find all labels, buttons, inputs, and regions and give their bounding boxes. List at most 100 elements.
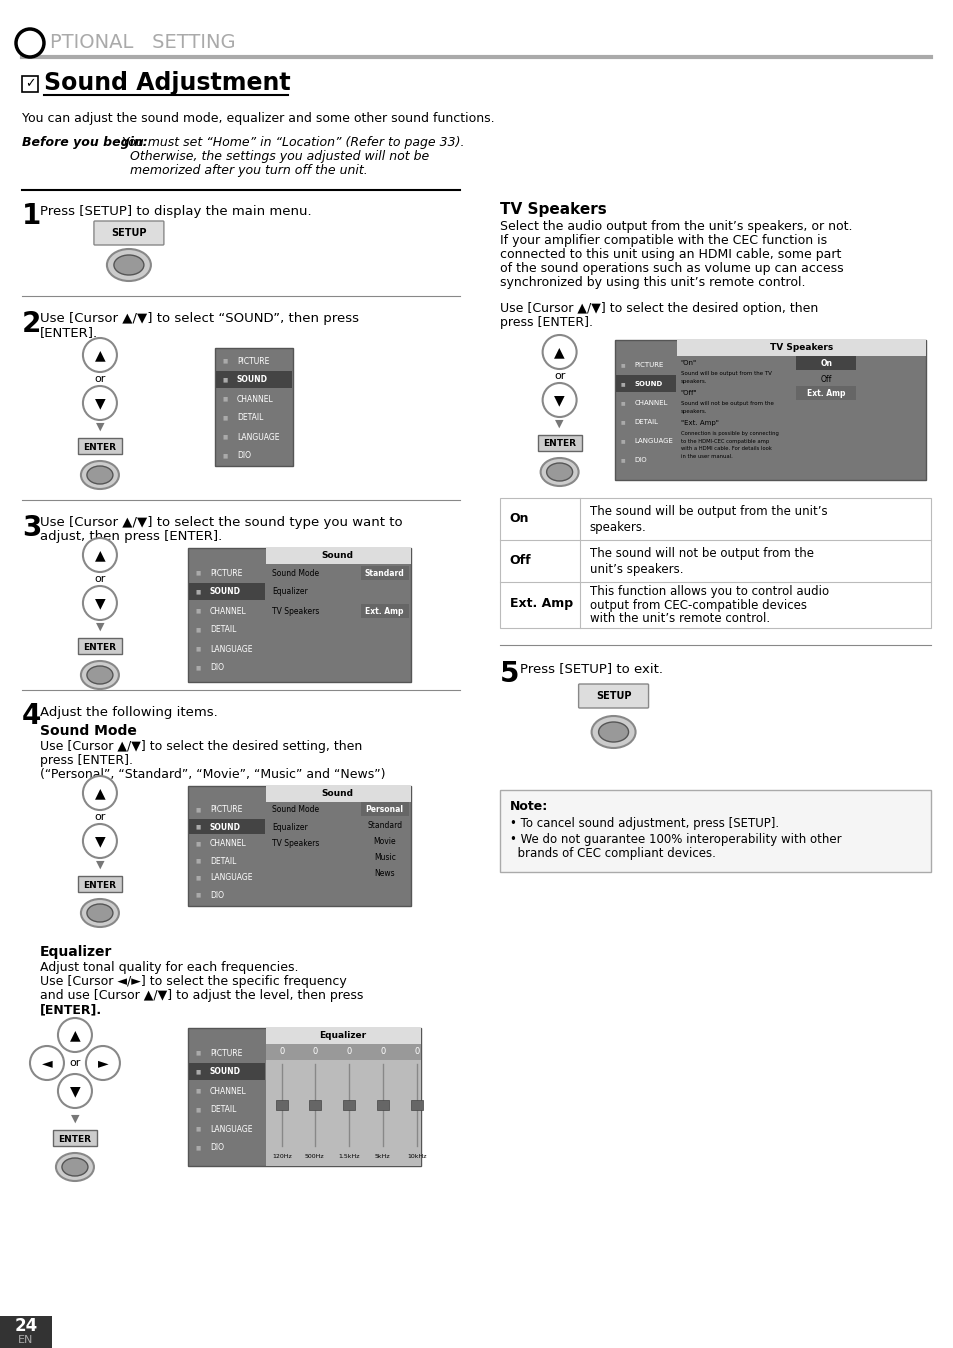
FancyBboxPatch shape (266, 1029, 420, 1043)
Text: SOUND: SOUND (210, 588, 240, 597)
Text: or: or (94, 811, 106, 822)
Text: of the sound operations such as volume up can access: of the sound operations such as volume u… (499, 262, 842, 275)
Text: SOUND: SOUND (210, 822, 240, 832)
Ellipse shape (113, 255, 144, 275)
FancyBboxPatch shape (360, 802, 408, 816)
FancyBboxPatch shape (78, 638, 122, 654)
FancyBboxPatch shape (499, 497, 930, 628)
Text: Press [SETUP] to display the main menu.: Press [SETUP] to display the main menu. (40, 205, 312, 218)
Text: and use [Cursor ▲/▼] to adjust the level, then press: and use [Cursor ▲/▼] to adjust the level… (40, 989, 363, 1002)
Text: Note:: Note: (509, 799, 547, 813)
Text: 0: 0 (312, 1047, 317, 1057)
Text: 1.5kHz: 1.5kHz (337, 1154, 359, 1158)
Text: Ext. Amp: Ext. Amp (806, 388, 844, 398)
FancyBboxPatch shape (189, 1064, 265, 1080)
Text: DIO: DIO (210, 1143, 224, 1153)
Text: Use [Cursor ▲/▼] to select the desired setting, then: Use [Cursor ▲/▼] to select the desired s… (40, 740, 362, 754)
Circle shape (83, 538, 117, 572)
Text: ▼: ▼ (94, 396, 105, 410)
Text: speakers.: speakers. (589, 522, 646, 535)
Text: Standard: Standard (367, 821, 402, 829)
Text: SOUND: SOUND (236, 376, 268, 384)
Ellipse shape (81, 461, 119, 489)
FancyBboxPatch shape (676, 340, 925, 356)
Text: 1: 1 (22, 202, 41, 231)
FancyBboxPatch shape (214, 348, 293, 466)
Text: PICTURE: PICTURE (210, 569, 242, 577)
FancyBboxPatch shape (266, 1043, 420, 1166)
Text: ▲: ▲ (94, 786, 105, 799)
Text: ■: ■ (195, 841, 200, 847)
Text: DETAIL: DETAIL (236, 414, 263, 422)
Text: PTIONAL   SETTING: PTIONAL SETTING (50, 34, 235, 53)
Text: Adjust the following items.: Adjust the following items. (40, 706, 217, 718)
Text: ▼: ▼ (95, 860, 104, 869)
Text: ENTER: ENTER (83, 880, 116, 890)
Text: Before you begin:: Before you begin: (22, 136, 148, 150)
Text: DETAIL: DETAIL (210, 625, 236, 635)
FancyBboxPatch shape (215, 371, 292, 388)
FancyBboxPatch shape (189, 582, 265, 600)
Text: PICTURE: PICTURE (236, 356, 269, 365)
Text: ■: ■ (619, 457, 624, 462)
Text: Off: Off (509, 554, 531, 568)
Text: The sound will not be output from the: The sound will not be output from the (589, 547, 813, 561)
FancyBboxPatch shape (266, 786, 411, 802)
FancyBboxPatch shape (376, 1100, 388, 1109)
Text: PICTURE: PICTURE (634, 363, 663, 368)
Text: TV Speakers: TV Speakers (272, 607, 319, 616)
Text: Use [Cursor ▲/▼] to select “SOUND”, then press: Use [Cursor ▲/▼] to select “SOUND”, then… (40, 311, 358, 325)
Text: Use [Cursor ▲/▼] to select the desired option, then: Use [Cursor ▲/▼] to select the desired o… (499, 302, 817, 315)
Text: 10kHz: 10kHz (407, 1154, 426, 1158)
Text: 24: 24 (14, 1317, 37, 1335)
Text: unit’s speakers.: unit’s speakers. (589, 563, 682, 577)
FancyBboxPatch shape (275, 1100, 288, 1109)
Text: or: or (554, 371, 565, 381)
Text: brands of CEC compliant devices.: brands of CEC compliant devices. (509, 848, 715, 860)
FancyBboxPatch shape (188, 786, 411, 906)
Text: ■: ■ (195, 1088, 200, 1093)
Circle shape (83, 338, 117, 372)
Ellipse shape (81, 661, 119, 689)
Text: • To cancel sound adjustment, press [SETUP].: • To cancel sound adjustment, press [SET… (509, 817, 778, 830)
Text: Use [Cursor ▲/▼] to select the sound type you want to: Use [Cursor ▲/▼] to select the sound typ… (40, 516, 402, 528)
FancyBboxPatch shape (499, 790, 930, 872)
Text: LANGUAGE: LANGUAGE (210, 874, 253, 883)
Text: On: On (820, 359, 832, 368)
Text: Sound Mode: Sound Mode (272, 569, 318, 577)
Text: This function allows you to control audio: This function allows you to control audi… (589, 585, 828, 597)
Circle shape (83, 386, 117, 421)
Text: with the unit’s remote control.: with the unit’s remote control. (589, 612, 769, 625)
Ellipse shape (56, 1153, 93, 1181)
Text: PICTURE: PICTURE (210, 806, 242, 814)
Text: "Ext. Amp": "Ext. Amp" (679, 421, 718, 426)
Text: Use [Cursor ◄/►] to select the specific frequency: Use [Cursor ◄/►] to select the specific … (40, 975, 346, 988)
Circle shape (16, 30, 44, 57)
Text: ■: ■ (222, 377, 227, 383)
FancyBboxPatch shape (796, 386, 856, 400)
Text: If your amplifier compatible with the CEC function is: If your amplifier compatible with the CE… (499, 235, 826, 247)
Circle shape (58, 1074, 91, 1108)
Text: synchronized by using this unit’s remote control.: synchronized by using this unit’s remote… (499, 276, 804, 288)
Text: You can adjust the sound mode, equalizer and some other sound functions.: You can adjust the sound mode, equalizer… (22, 112, 494, 125)
Text: 120Hz: 120Hz (272, 1154, 292, 1158)
Text: DIO: DIO (210, 891, 224, 899)
FancyBboxPatch shape (578, 683, 648, 708)
Text: (“Personal”, “Standard”, “Movie”, “Music” and “News”): (“Personal”, “Standard”, “Movie”, “Music… (40, 768, 385, 780)
FancyBboxPatch shape (188, 1029, 420, 1166)
FancyBboxPatch shape (342, 1100, 355, 1109)
FancyBboxPatch shape (796, 356, 856, 369)
Ellipse shape (87, 666, 112, 683)
Ellipse shape (540, 458, 578, 487)
Text: ■: ■ (195, 1050, 200, 1055)
Text: ▲: ▲ (70, 1029, 80, 1042)
Text: 5kHz: 5kHz (375, 1154, 390, 1158)
Text: with a HDMI cable. For details look: with a HDMI cable. For details look (679, 446, 771, 452)
FancyBboxPatch shape (266, 549, 411, 563)
Text: ■: ■ (195, 892, 200, 898)
Text: ■: ■ (222, 396, 227, 402)
Text: or: or (94, 574, 106, 584)
Text: ▼: ▼ (71, 1113, 79, 1124)
Text: CHANNEL: CHANNEL (236, 395, 274, 403)
FancyBboxPatch shape (360, 604, 408, 617)
